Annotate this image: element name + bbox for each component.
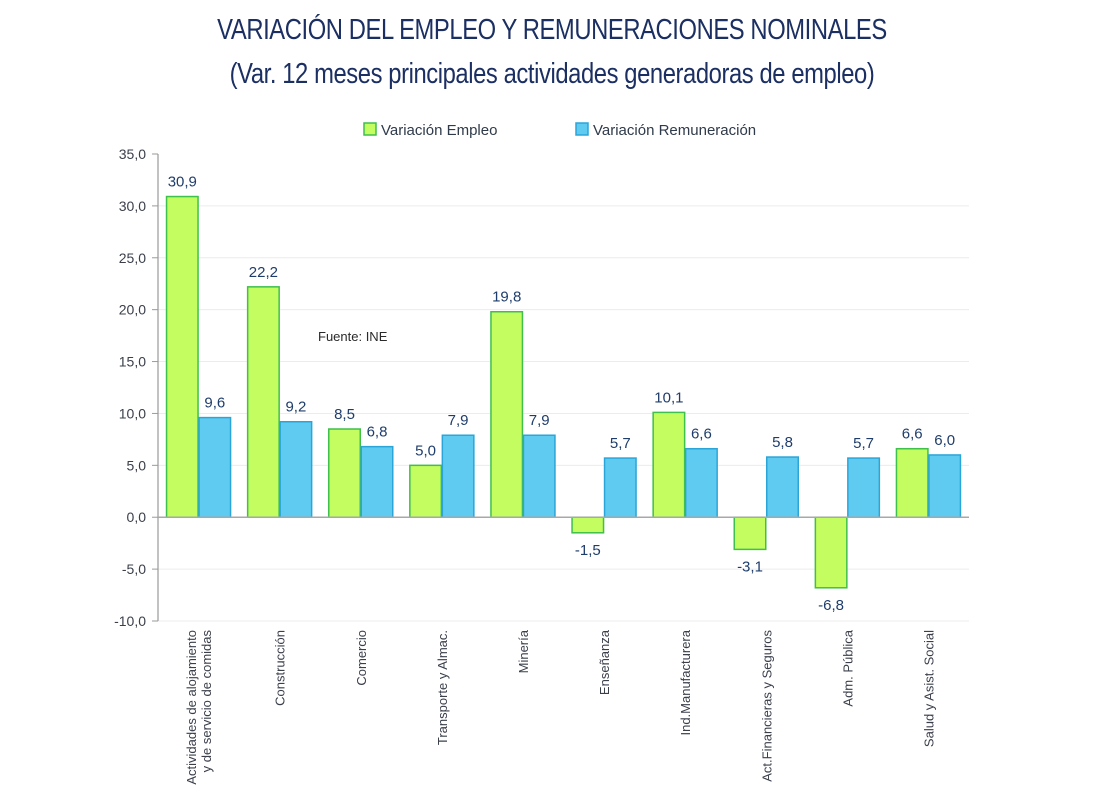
bar-remuneracion	[603, 457, 637, 518]
y-tick-label: 20,0	[119, 302, 146, 318]
data-label: 5,7	[610, 435, 631, 452]
source-note: Fuente: INE	[318, 329, 388, 344]
bar-remuneracion	[522, 434, 556, 518]
chart-title: VARIACIÓN DEL EMPLEO Y REMUNERACIONES NO…	[217, 14, 887, 46]
bar-empleo	[328, 428, 361, 518]
data-label: 30,9	[168, 174, 197, 191]
y-tick-label: 5,0	[127, 457, 147, 473]
category-label: y de servicio de comidas	[199, 630, 214, 773]
y-tick-label: 15,0	[119, 354, 146, 370]
bar-remuneracion	[766, 456, 799, 518]
data-label: 7,9	[529, 412, 550, 429]
y-tick-label: 10,0	[119, 405, 146, 421]
legend-label-empleo: Variación Empleo	[381, 122, 497, 139]
data-label: 5,0	[415, 442, 436, 459]
bar-remuneracion	[684, 447, 718, 518]
data-label: 19,8	[492, 289, 521, 306]
axes	[152, 153, 969, 622]
bar-empleo	[652, 411, 686, 518]
data-label: 9,6	[204, 395, 225, 412]
bars	[165, 195, 962, 589]
data-label: 6,0	[934, 432, 955, 449]
y-tick-label: 30,0	[119, 198, 146, 214]
data-label: 5,8	[772, 434, 793, 451]
bar-empleo	[733, 516, 767, 551]
bar-empleo	[571, 516, 605, 534]
bar-empleo	[165, 195, 199, 518]
data-labels: 30,9 22,2 8,5 5,0 19,8 -1,5 10,1 -3,1 -6,8 6,6 9,6…	[168, 174, 955, 614]
legend-swatch-empleo	[363, 122, 377, 136]
data-label: 6,6	[691, 426, 712, 443]
bar-remuneracion	[198, 416, 232, 518]
data-label: 9,2	[285, 399, 306, 416]
bar-empleo	[409, 464, 443, 518]
data-label: 5,7	[853, 435, 874, 452]
bar-remuneracion	[279, 420, 313, 518]
data-label: 7,9	[448, 412, 469, 429]
category-label: Adm. Pública	[840, 629, 855, 706]
bar-remuneracion	[441, 434, 475, 518]
bar-empleo	[246, 286, 280, 518]
data-label: 10,1	[654, 389, 683, 406]
legend-swatch-remuneracion	[575, 122, 589, 136]
category-label: Salud y Asist. Social	[921, 630, 936, 747]
bar-remuneracion	[360, 445, 394, 518]
data-label: 8,5	[334, 406, 355, 423]
y-tick-labels: 35,0 30,0 25,0 20,0 15,0 10,0 5,0 0,0 -5,0 -10,0	[114, 146, 146, 629]
bar-remuneracion	[928, 454, 962, 518]
legend-label-remuneracion: Variación Remuneración	[593, 122, 756, 139]
data-label: -1,5	[575, 542, 601, 559]
data-label: -6,8	[818, 597, 844, 614]
y-tick-label: 35,0	[119, 146, 146, 162]
data-label: 6,6	[902, 426, 923, 443]
category-label: Actividades de alojamiento	[184, 630, 199, 785]
chart-subtitle: (Var. 12 meses principales actividades g…	[229, 58, 875, 90]
y-tick-label: -10,0	[114, 613, 146, 629]
y-tick-label: 0,0	[127, 509, 147, 525]
bar-empleo	[814, 516, 848, 589]
category-label: Comercio	[354, 630, 369, 686]
y-tick-label: -5,0	[122, 561, 146, 577]
data-label: -3,1	[737, 558, 763, 575]
category-label: Act.Financieras y Seguros	[759, 630, 774, 782]
bar-remuneracion	[847, 457, 881, 518]
category-label: Minería	[516, 629, 531, 673]
category-label: Enseñanza	[597, 629, 612, 695]
data-label: 6,8	[367, 424, 388, 441]
category-label: Construcción	[273, 630, 288, 706]
y-tick-label: 25,0	[119, 250, 146, 266]
category-label: Ind.Manufacturera	[678, 629, 693, 735]
category-label: Transporte y Almac.	[435, 630, 450, 745]
legend: Variación Empleo Variación Remuneración	[363, 122, 756, 139]
bar-empleo	[490, 310, 524, 518]
bar-empleo	[895, 447, 929, 518]
category-labels: Actividades de alojamiento y de servicio …	[184, 629, 936, 784]
data-label: 22,2	[249, 264, 278, 281]
